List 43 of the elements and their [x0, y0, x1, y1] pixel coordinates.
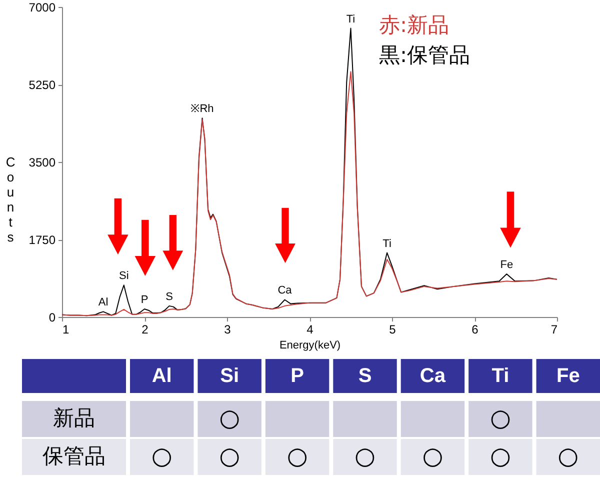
x-tick-label: 6: [472, 322, 479, 336]
annotation: S: [166, 290, 173, 303]
x-tick-label: 4: [306, 322, 314, 336]
x-tick-label: 3: [224, 322, 232, 336]
category-label: 保管品: [42, 444, 106, 468]
x-tick-label: 5: [389, 322, 396, 336]
text: ○: [422, 442, 444, 470]
category-label: 新品: [53, 406, 95, 430]
x-tick-label: 1: [62, 322, 70, 336]
category-label: Al: [152, 365, 172, 387]
annotation: Ca: [278, 284, 293, 297]
text: ○: [219, 442, 240, 470]
category-label: Fe: [556, 365, 580, 387]
annotation: Fe: [500, 259, 514, 272]
x-tick-label: 2: [142, 322, 149, 336]
y-tick-label: 0: [48, 310, 56, 324]
text: ○: [151, 442, 172, 470]
text: 赤:新品: [379, 13, 450, 37]
y-tick-label: 7000: [28, 0, 56, 14]
category-label: Ti: [492, 365, 510, 387]
text: ○: [490, 404, 511, 432]
annotation: ※Rh: [190, 103, 214, 116]
category-label: Ca: [420, 365, 446, 387]
annotation: Si: [118, 270, 129, 282]
y-axis-title: Counts: [6, 154, 16, 244]
text: ○: [354, 442, 376, 470]
text: ○: [558, 442, 579, 470]
series-label: 黒:保管品: [379, 43, 470, 67]
category-label: S: [358, 365, 372, 387]
text: ○: [219, 404, 240, 432]
y-tick-label: 1750: [28, 233, 56, 247]
category-label: Si: [220, 365, 240, 387]
y-tick-label: 3500: [28, 156, 56, 170]
y-tick-label: 5250: [28, 78, 56, 92]
text: ○: [490, 442, 511, 470]
annotation: Ti: [382, 238, 392, 250]
x-axis-title: Energy(keV): [279, 340, 341, 352]
category-label: P: [290, 365, 304, 387]
x-tick-label: 7: [550, 322, 558, 336]
annotation: Ti: [346, 13, 356, 26]
text: ○: [286, 442, 308, 470]
annotation: P: [140, 294, 148, 306]
annotation: Al: [98, 296, 108, 309]
